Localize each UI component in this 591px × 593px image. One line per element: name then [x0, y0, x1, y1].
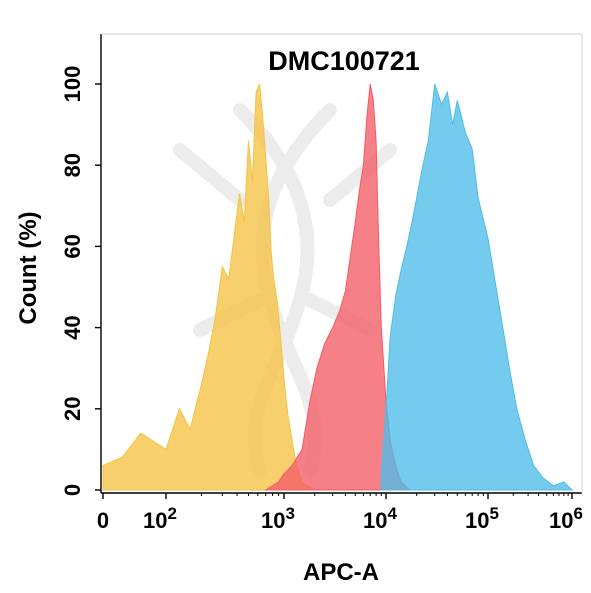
series-area-1 — [102, 83, 317, 491]
x-ticks: 0 102 103 104 105 106 — [97, 493, 583, 533]
y-ticks: 0 20 40 60 80 100 — [60, 66, 101, 496]
y-tick-label: 0 — [60, 484, 85, 496]
x-tick-label: 105 — [465, 504, 499, 533]
plot-frame — [100, 33, 583, 494]
series-area-3 — [380, 83, 574, 491]
x-tick-label: 104 — [363, 504, 397, 533]
x-tick-label: 106 — [549, 504, 583, 533]
y-axis-label: Count (%) — [15, 211, 42, 324]
x-tick-label: 102 — [143, 504, 177, 533]
x-tick-label: 103 — [261, 504, 295, 533]
x-axis-label: APC-A — [303, 559, 379, 586]
y-tick-label: 40 — [60, 315, 85, 339]
y-tick-label: 20 — [60, 397, 85, 421]
y-tick-label: 100 — [60, 66, 85, 103]
series-layer — [102, 83, 574, 491]
x-tick-label: 0 — [97, 508, 109, 533]
y-tick-label: 80 — [60, 153, 85, 177]
chart-title: DMC100721 — [268, 46, 420, 76]
y-tick-label: 60 — [60, 234, 85, 258]
